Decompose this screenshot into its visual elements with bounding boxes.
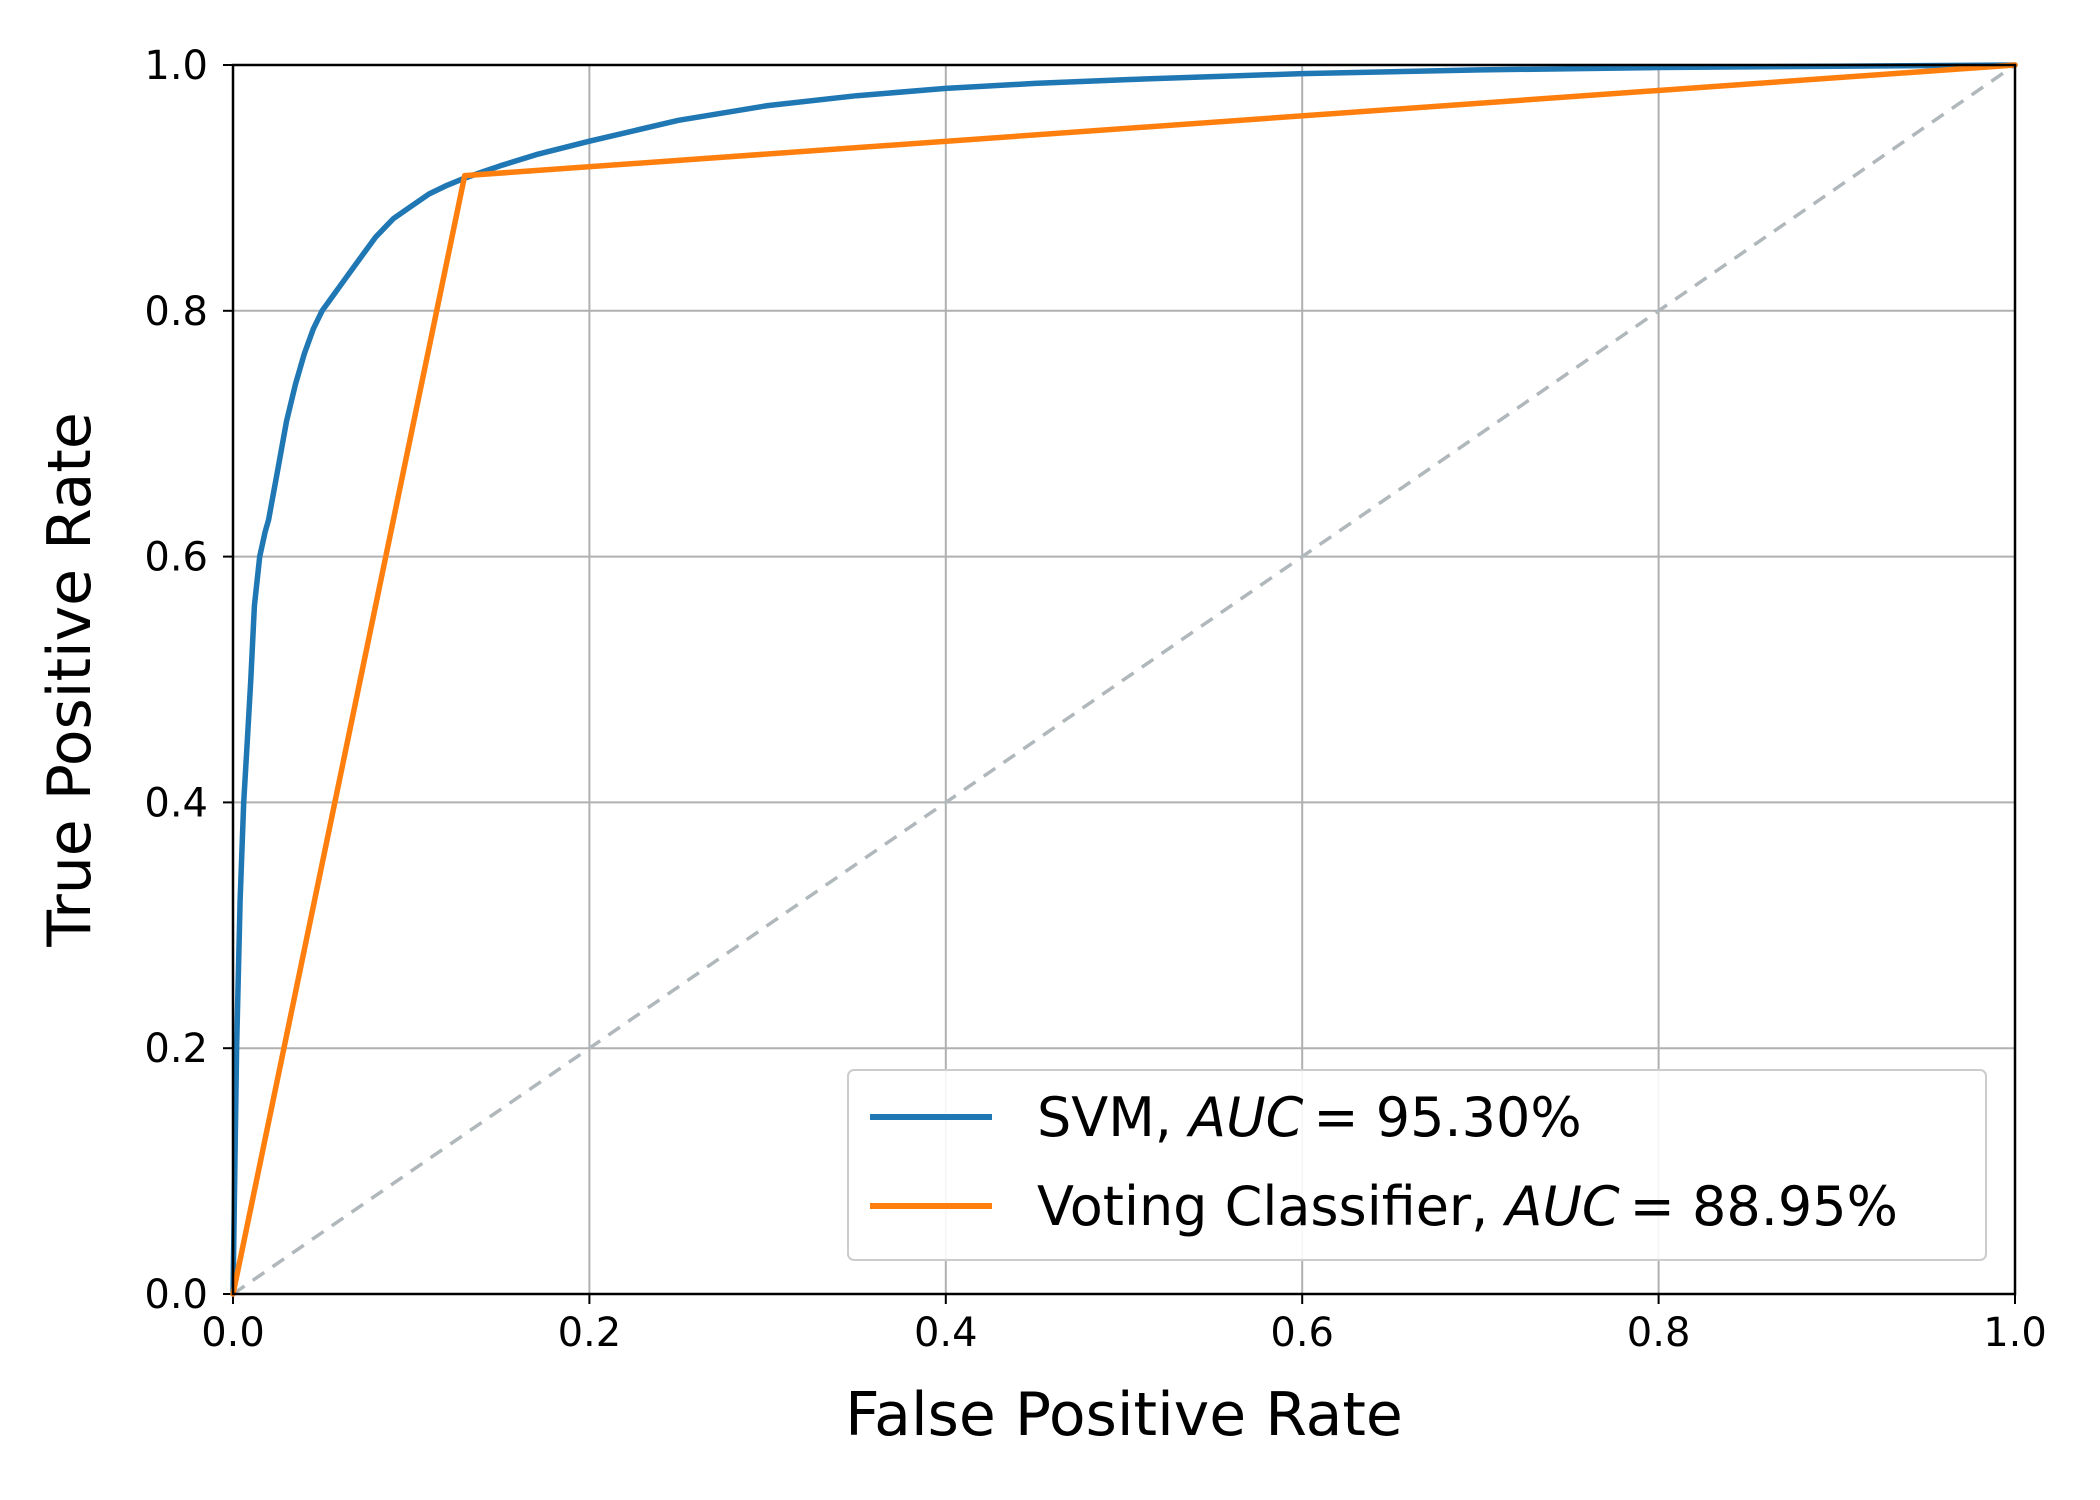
y-tick-label-2: 0.4	[144, 780, 208, 826]
legend: SVM, AUC = 95.30% Voting Classifier, AUC =…	[847, 1069, 1987, 1261]
legend-auc-value-voting: = 88.95%	[1630, 1175, 1898, 1238]
ticks: 0.0 0.2 0.4 0.6 0.8 1.0 0.0 0.2 0.4 0.6 0.8 1.0	[144, 43, 2046, 1356]
legend-auc-label-svm: AUC	[1186, 1086, 1303, 1149]
y-tick-label-3: 0.6	[144, 535, 208, 581]
x-tick-label-3: 0.6	[1270, 1310, 1334, 1356]
legend-label-voting: Voting Classifier, AUC = 88.95%	[1037, 1175, 1898, 1238]
legend-prefix-voting: Voting Classifier,	[1037, 1175, 1505, 1238]
y-tick-label-4: 0.8	[144, 289, 208, 335]
series-lines	[230, 62, 2018, 1297]
legend-auc-value-svm: = 95.30%	[1313, 1086, 1581, 1149]
y-tick-label-0: 0.0	[144, 1272, 208, 1318]
y-tick-label-1: 0.2	[144, 1026, 208, 1072]
x-axis-title: False Positive Rate	[845, 1380, 1403, 1450]
series-line-svm	[230, 62, 2018, 1297]
x-tick-label-1: 0.2	[558, 1310, 622, 1356]
plot-frame	[231, 63, 2017, 1296]
y-axis-title: True Positive Rate	[35, 412, 105, 947]
legend-label-svm: SVM, AUC = 95.30%	[1037, 1086, 1582, 1149]
x-tick-label-0: 0.0	[201, 1310, 265, 1356]
y-tick-label-5: 1.0	[144, 43, 208, 89]
x-tick-label-4: 0.8	[1627, 1310, 1691, 1356]
legend-auc-label-voting: AUC	[1502, 1175, 1619, 1238]
legend-prefix-svm: SVM,	[1037, 1086, 1189, 1149]
x-tick-label-5: 1.0	[1983, 1310, 2047, 1356]
x-tick-label-2: 0.4	[914, 1310, 978, 1356]
series-line-chance-diagonal	[232, 63, 2016, 1296]
legend-box	[847, 1069, 1987, 1261]
series-line-voting-classifier	[230, 62, 2018, 1297]
